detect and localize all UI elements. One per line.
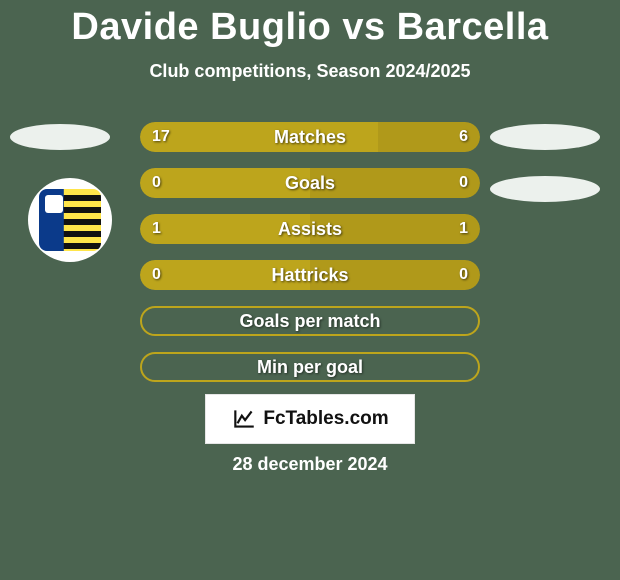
player-right-avatar-placeholder-2 (490, 176, 600, 202)
stat-bar: Goals per match (140, 306, 480, 336)
player-right-avatar-placeholder-1 (490, 124, 600, 150)
stat-bar-label: Min per goal (142, 354, 478, 380)
stat-bar-left-value: 1 (152, 214, 161, 244)
stat-bar-left-value: 0 (152, 260, 161, 290)
stat-bar-label: Goals (140, 168, 480, 198)
stat-bar: Assists1 1 (140, 214, 480, 244)
club-badge-graphic (39, 189, 101, 251)
date-text: 28 december 2024 (0, 454, 620, 475)
stat-bar-label: Hattricks (140, 260, 480, 290)
footer-brand-badge: FcTables.com (205, 394, 415, 444)
stat-bar-right-value: 6 (459, 122, 468, 152)
stat-bars: Matches176Goals00Assists11Hattricks00Goa… (140, 122, 480, 382)
stat-bar: Matches17 6 (140, 122, 480, 152)
stat-bar-right-value: 0 (459, 260, 468, 290)
stat-bar-label: Matches (140, 122, 480, 152)
club-badge-left (28, 178, 112, 262)
stat-bar: Min per goal (140, 352, 480, 382)
comparison-card: Davide Buglio vs Barcella Club competiti… (0, 0, 620, 580)
stat-bar-left-value: 0 (152, 168, 161, 198)
stat-bar-label: Assists (140, 214, 480, 244)
chart-icon (231, 406, 257, 432)
stat-bar-right-value: 1 (459, 214, 468, 244)
stat-bar: Goals0 0 (140, 168, 480, 198)
stat-bar-label: Goals per match (142, 308, 478, 334)
player-left-avatar-placeholder (10, 124, 110, 150)
page-title: Davide Buglio vs Barcella (0, 0, 620, 49)
stat-bar-left-value: 17 (152, 122, 170, 152)
stat-bar: Hattricks0 0 (140, 260, 480, 290)
footer-brand-text: FcTables.com (263, 408, 388, 430)
stat-bar-right-value: 0 (459, 168, 468, 198)
subtitle: Club competitions, Season 2024/2025 (0, 61, 620, 82)
